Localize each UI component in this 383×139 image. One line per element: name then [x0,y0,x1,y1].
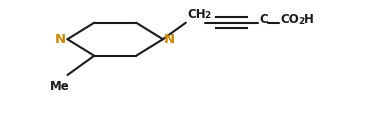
Text: CH: CH [187,8,206,21]
Text: N: N [164,33,175,46]
Text: C: C [259,13,268,26]
Text: Me: Me [50,80,70,93]
Text: CO: CO [280,13,299,26]
Text: H: H [304,13,314,26]
Text: 2: 2 [205,11,211,20]
Text: N: N [55,33,66,46]
Text: 2: 2 [299,17,305,26]
